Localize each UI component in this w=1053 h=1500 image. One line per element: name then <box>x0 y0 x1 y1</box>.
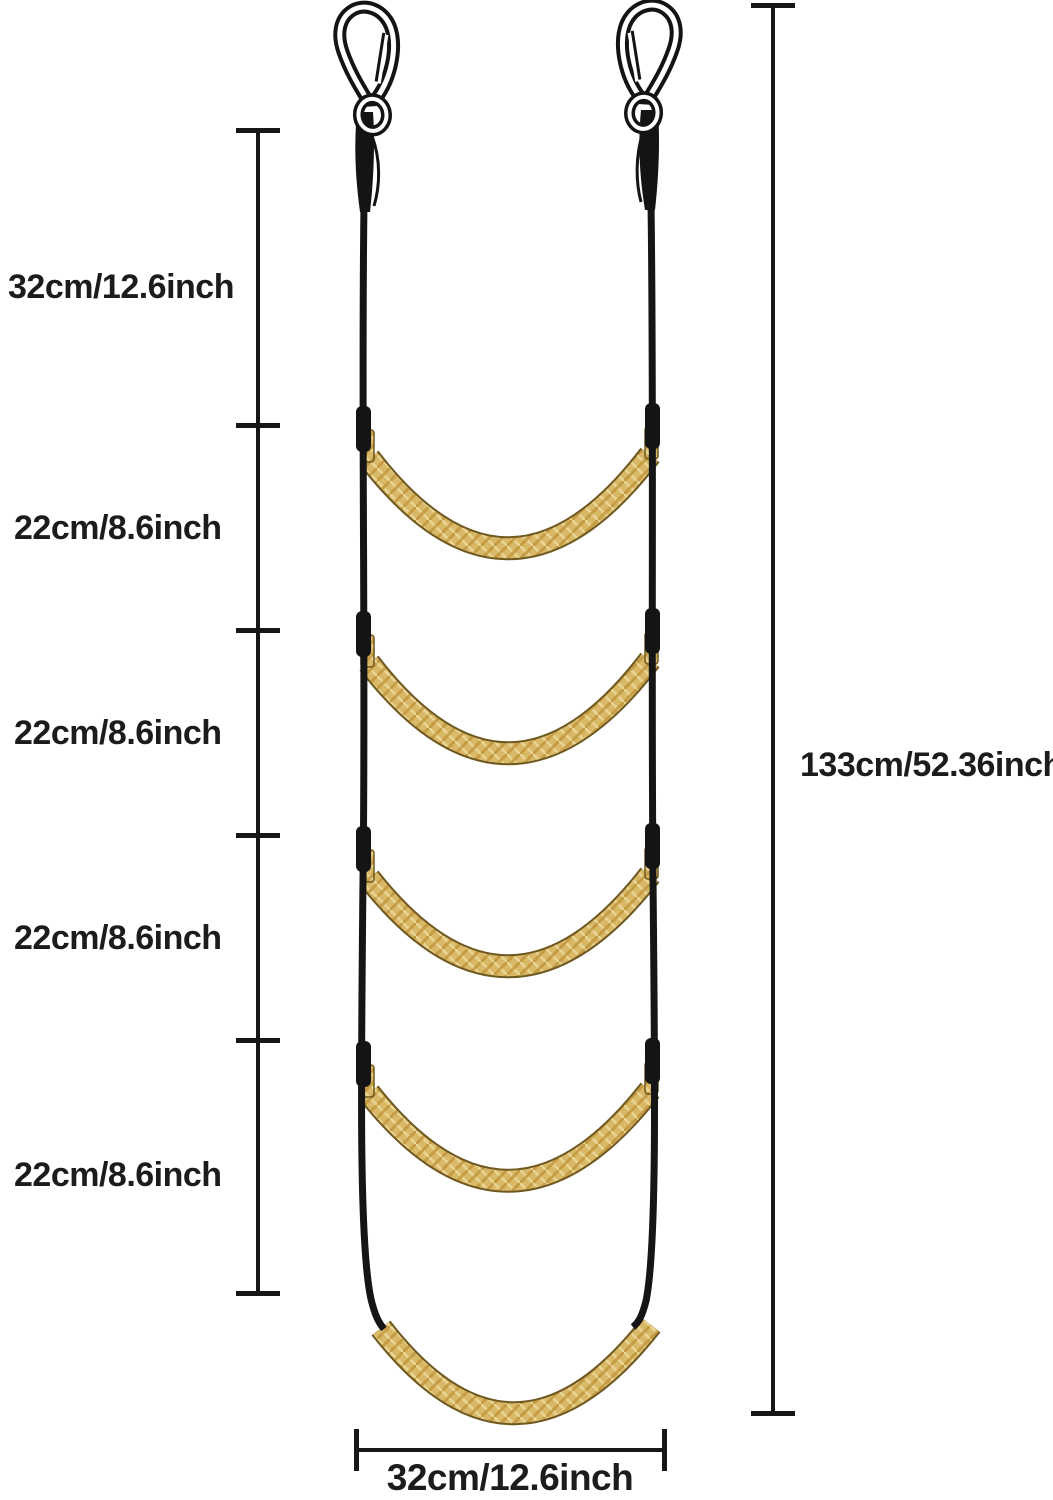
right-measure-cap-bottom <box>751 1411 795 1416</box>
segment-label-1: 32cm/12.6inch <box>8 268 234 306</box>
rung-4 <box>359 1082 660 1193</box>
segment-label-5: 22cm/8.6inch <box>14 1156 222 1194</box>
segment-label-4: 22cm/8.6inch <box>14 919 222 957</box>
total-height-label: 133cm/52.36inch <box>800 746 1053 784</box>
segment-label-3: 22cm/8.6inch <box>14 714 222 752</box>
bottom-width-label: 32cm/12.6inch <box>386 1457 634 1498</box>
bottom-measure-cap-right <box>662 1429 667 1471</box>
left-measure-tick-4 <box>236 1038 280 1043</box>
left-measure-cap-top <box>236 128 280 133</box>
right-measure-cap-top <box>751 3 795 8</box>
segment-label-2: 22cm/8.6inch <box>14 509 222 547</box>
left-measure-tick-2 <box>236 628 280 633</box>
rung-3 <box>359 867 660 979</box>
rope-right <box>630 202 659 1330</box>
rope-splice-left <box>355 112 381 212</box>
rung-attachment-knots <box>356 403 660 1087</box>
left-measure-line <box>256 130 260 1293</box>
rung-5-bottom <box>371 1317 661 1426</box>
bottom-measure-line <box>356 1448 665 1452</box>
right-measure-line <box>771 5 775 1413</box>
left-measure-cap-bottom <box>236 1291 280 1296</box>
rope-left <box>357 204 387 1332</box>
left-measure-tick-3 <box>236 833 280 838</box>
rung-2 <box>359 652 660 766</box>
rung-1 <box>359 447 660 561</box>
left-measure-tick-1 <box>236 423 280 428</box>
bottom-measure-cap-left <box>354 1429 359 1471</box>
rope-splice-right <box>635 110 659 210</box>
